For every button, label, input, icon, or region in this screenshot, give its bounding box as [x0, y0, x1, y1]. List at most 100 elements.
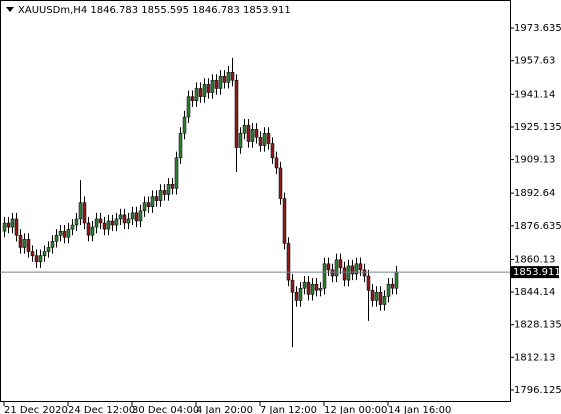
- candle-body: [114, 218, 119, 226]
- candle-body: [22, 239, 27, 248]
- y-tick-label: 1925.135: [514, 122, 561, 133]
- candle-body: [310, 283, 315, 295]
- candle-body: [14, 218, 19, 236]
- x-tick-label: 30 Dec 04:00: [132, 405, 199, 414]
- candle-body: [314, 283, 319, 291]
- candle-body: [110, 220, 115, 226]
- y-tick-label: 1844.14: [514, 287, 555, 298]
- candle-body: [322, 263, 327, 289]
- menu-arrow[interactable]: [6, 7, 14, 12]
- candle-body: [190, 96, 195, 101]
- candle-body: [50, 241, 55, 248]
- x-tick-label: 21 Dec 2020: [4, 405, 68, 414]
- candle-body: [198, 88, 203, 97]
- candle-body: [274, 157, 279, 169]
- x-tick-label: 14 Jan 16:00: [388, 405, 451, 414]
- candle-body: [162, 190, 167, 195]
- y-tick-label: 1876.635: [514, 221, 561, 232]
- candle-body: [42, 251, 47, 256]
- candle-body: [170, 184, 175, 189]
- candle-body: [62, 230, 67, 238]
- candle-body: [270, 143, 275, 159]
- candle-body: [266, 133, 271, 144]
- candle-body: [306, 281, 311, 295]
- candle-body: [130, 212, 135, 220]
- candle-body: [242, 124, 247, 134]
- candle-body: [194, 88, 199, 101]
- candle-body: [374, 292, 379, 301]
- candle-body: [206, 84, 211, 93]
- candle-body: [134, 212, 139, 222]
- y-tick-label: 1941.14: [514, 89, 555, 100]
- candle-body: [166, 184, 171, 195]
- candle-body: [318, 287, 323, 291]
- y-tick-label: 1812.13: [514, 352, 555, 363]
- candle-body: [218, 75, 223, 89]
- candle-body: [46, 247, 51, 252]
- candle-body: [210, 80, 215, 93]
- candle-body: [298, 287, 303, 301]
- candle-body: [178, 133, 183, 159]
- candle-body: [18, 234, 23, 248]
- y-tick-label: 1957.63: [514, 56, 555, 67]
- candle-body: [258, 137, 263, 146]
- candle-body: [386, 283, 391, 297]
- candle-body: [202, 84, 207, 97]
- candle-body: [154, 196, 159, 201]
- candle-body: [118, 214, 123, 220]
- y-tick-label: 1860.13: [514, 254, 555, 265]
- candle-body: [70, 224, 75, 230]
- candle-body: [382, 296, 387, 305]
- candle-body: [54, 234, 59, 242]
- candle-body: [390, 283, 395, 289]
- y-tick-label: 1973.635: [514, 23, 561, 34]
- candle-body: [78, 202, 83, 220]
- candle-body: [98, 218, 103, 224]
- candle-body: [34, 255, 39, 262]
- candle-body: [150, 196, 155, 207]
- candle-body: [2, 222, 7, 232]
- y-tick-label: 1892.64: [514, 188, 555, 199]
- candle-body: [122, 214, 127, 224]
- candle-body: [106, 220, 111, 230]
- candle-body: [246, 124, 251, 142]
- y-tick-label: 1909.13: [514, 155, 555, 166]
- x-tick-label: 12 Jan 00:00: [324, 405, 387, 414]
- candle-body: [74, 218, 79, 226]
- candle-body: [286, 243, 291, 281]
- candle-body: [234, 80, 239, 148]
- candle-body: [346, 265, 351, 281]
- candle-body: [38, 255, 43, 262]
- x-tick-label: 24 Dec 12:00: [68, 405, 135, 414]
- candle-body: [30, 251, 35, 256]
- candle-body: [334, 259, 339, 277]
- candle-body: [282, 198, 287, 244]
- last-price-label: 1853.911: [513, 267, 561, 278]
- candle-body: [138, 210, 143, 222]
- candle-body: [366, 275, 371, 291]
- candle-body: [250, 128, 255, 142]
- candle-body: [230, 71, 235, 81]
- candle-body: [6, 222, 11, 228]
- candle-body: [226, 71, 231, 83]
- candle-body: [394, 271, 399, 289]
- x-tick-label: 4 Jan 20:00: [196, 405, 253, 414]
- candle-body: [238, 133, 243, 148]
- candle-body: [94, 218, 99, 228]
- y-tick-label: 1828.135: [514, 320, 561, 331]
- candle-body: [350, 265, 355, 275]
- candle-body: [26, 239, 31, 252]
- candle-body: [294, 292, 299, 301]
- candle-body: [254, 128, 259, 138]
- plot-frame: [0, 0, 511, 402]
- candle-body: [186, 96, 191, 118]
- candle-body: [214, 80, 219, 89]
- candle-body: [10, 218, 15, 228]
- candle-body: [278, 167, 283, 199]
- candle-body: [82, 202, 87, 224]
- candle-body: [102, 222, 107, 230]
- last-price-box: [511, 266, 559, 279]
- candle-body: [90, 226, 95, 236]
- candle-body: [342, 267, 347, 281]
